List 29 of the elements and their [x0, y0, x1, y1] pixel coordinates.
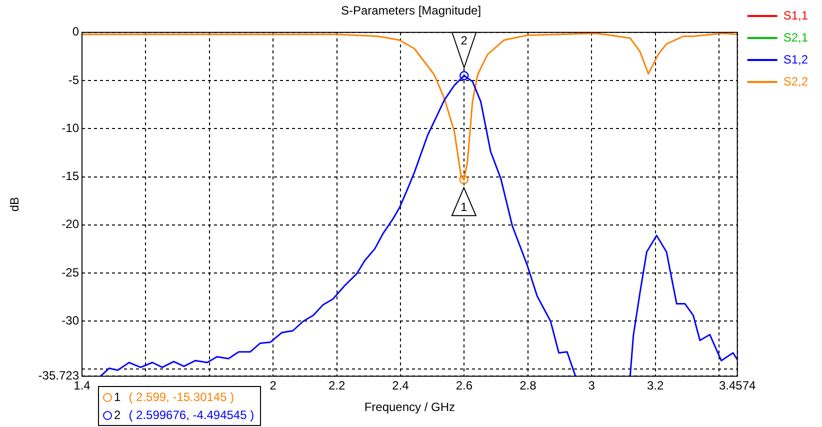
- y-tick-label: -15: [62, 169, 80, 184]
- text: 1: [114, 390, 121, 404]
- text: ( 2.599676, -4.494545 ): [128, 408, 254, 422]
- x-tick-label: 2.8: [520, 378, 537, 393]
- y-tick-label: -25: [62, 265, 80, 280]
- y-tick-label: -5: [68, 72, 80, 87]
- y-tick-label: -30: [62, 313, 80, 328]
- text: 2: [114, 408, 121, 422]
- x-tick-label: 3.4574: [718, 378, 756, 393]
- annotation: 1: [460, 200, 468, 214]
- chart-title: S-Parameters [Magnitude]: [340, 4, 482, 18]
- annotation: 2: [460, 34, 468, 48]
- y-tick-label: -10: [62, 120, 80, 135]
- y-tick-label: 0: [72, 24, 80, 39]
- x-axis-title: Frequency / GHz: [364, 400, 456, 414]
- legend-label: S2,1: [783, 30, 808, 44]
- y-tick-label: -20: [62, 217, 80, 232]
- x-tick-label: 2.6: [456, 378, 473, 393]
- legend-label: S1,2: [783, 52, 808, 66]
- legend-label: S2,2: [783, 74, 808, 88]
- x-tick-label: 2.2: [328, 378, 346, 393]
- y-axis-title: dB: [8, 196, 22, 212]
- text: ( 2.599, -15.30145 ): [128, 390, 234, 404]
- legend-label: S1,1: [783, 8, 808, 22]
- x-tick-label: 1.4: [74, 378, 91, 393]
- x-tick-label: 3: [588, 378, 596, 393]
- x-tick-label: 3.2: [646, 378, 664, 393]
- x-tick-label: 2: [270, 378, 277, 393]
- x-tick-label: 2.4: [392, 378, 410, 393]
